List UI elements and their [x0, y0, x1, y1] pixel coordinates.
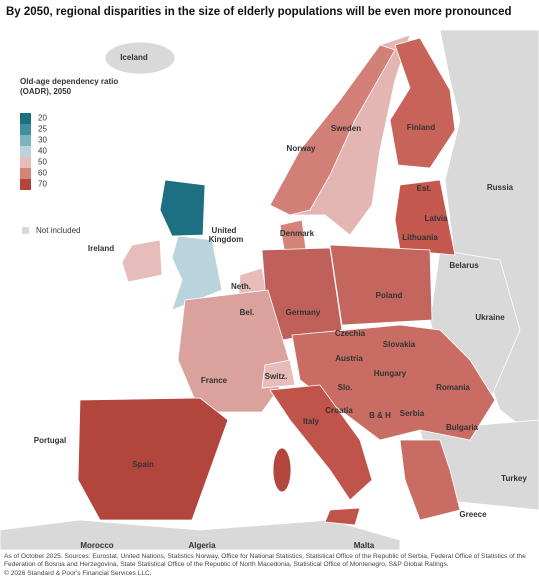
country-label: Denmark — [280, 229, 315, 238]
legend-swatch — [20, 179, 31, 190]
country-label: Hungary — [374, 369, 407, 378]
legend-label: 30 — [38, 136, 47, 145]
country-label: Romania — [436, 383, 470, 392]
legend-label: 25 — [38, 125, 47, 134]
country-label: Algeria — [188, 541, 216, 550]
country-label: Neth. — [231, 282, 251, 291]
country-label: Malta — [354, 541, 375, 550]
country-label: Slo. — [338, 383, 353, 392]
country-label: Portugal — [34, 436, 66, 445]
legend-label: Not included — [36, 226, 80, 235]
country-label: Switz. — [265, 372, 288, 381]
legend-swatch — [20, 124, 31, 135]
legend-title: Old-age dependency ratio — [20, 77, 118, 86]
legend-label: 70 — [38, 180, 47, 189]
legend-swatch — [20, 113, 31, 124]
country-label: Iceland — [120, 53, 148, 62]
legend: Old-age dependency ratio(OADR), 2050 20 25… — [20, 77, 118, 235]
legend-swatch — [22, 227, 29, 234]
country-label: Germany — [286, 308, 321, 317]
legend-label: 20 — [38, 114, 47, 123]
country-label: Poland — [376, 291, 403, 300]
country-label: Latvia — [424, 214, 448, 223]
country-label: Spain — [132, 460, 154, 469]
legend-swatch — [20, 157, 31, 168]
country-label: Turkey — [501, 474, 527, 483]
footnote-line: © 2026 Standard & Poor's Financial Servi… — [4, 569, 152, 577]
country-label: Morocco — [80, 541, 113, 550]
legend-label: 60 — [38, 169, 47, 178]
country-label: Czechia — [335, 329, 366, 338]
country-label: Italy — [303, 417, 320, 426]
country-label: Serbia — [400, 409, 425, 418]
country-label: Bulgaria — [446, 423, 479, 432]
footnote-line: As of October 2025. Sources: Eurostat, U… — [4, 553, 526, 569]
country-label: Croatia — [325, 406, 353, 415]
legend-title: (OADR), 2050 — [20, 87, 72, 96]
country-label: United — [212, 226, 237, 235]
country-label: Ireland — [88, 244, 114, 253]
labels: Iceland Sweden Finland Norway Russia Est. Latv… — [34, 53, 528, 550]
title: By 2050, regional disparities in the siz… — [6, 6, 512, 18]
country-label: Lithuania — [402, 233, 438, 242]
country-label: Sweden — [331, 124, 361, 133]
legend-swatch — [20, 168, 31, 179]
country-label: Kingdom — [209, 235, 244, 244]
country-label: Est. — [417, 184, 432, 193]
country-label: Russia — [487, 183, 514, 192]
country-label: Ukraine — [475, 313, 505, 322]
footnote: As of October 2025. Sources: Eurostat, U… — [4, 553, 536, 578]
country-label: Greece — [459, 510, 487, 519]
country-label: B & H — [369, 411, 391, 420]
legend-swatch — [20, 135, 31, 146]
country-label: Norway — [287, 144, 316, 153]
country-label: Finland — [407, 123, 436, 132]
country-label: Slovakia — [383, 340, 416, 349]
country-label: Bel. — [240, 308, 255, 317]
legend-swatch — [20, 146, 31, 157]
country-label: France — [201, 376, 228, 385]
land — [0, 29, 539, 550]
country-label: Belarus — [449, 261, 479, 270]
country-label: Austria — [335, 354, 363, 363]
map: Old-age dependency ratio(OADR), 2050 20 25… — [0, 29, 539, 550]
legend-label: 50 — [38, 158, 47, 167]
legend-label: 40 — [38, 147, 47, 156]
